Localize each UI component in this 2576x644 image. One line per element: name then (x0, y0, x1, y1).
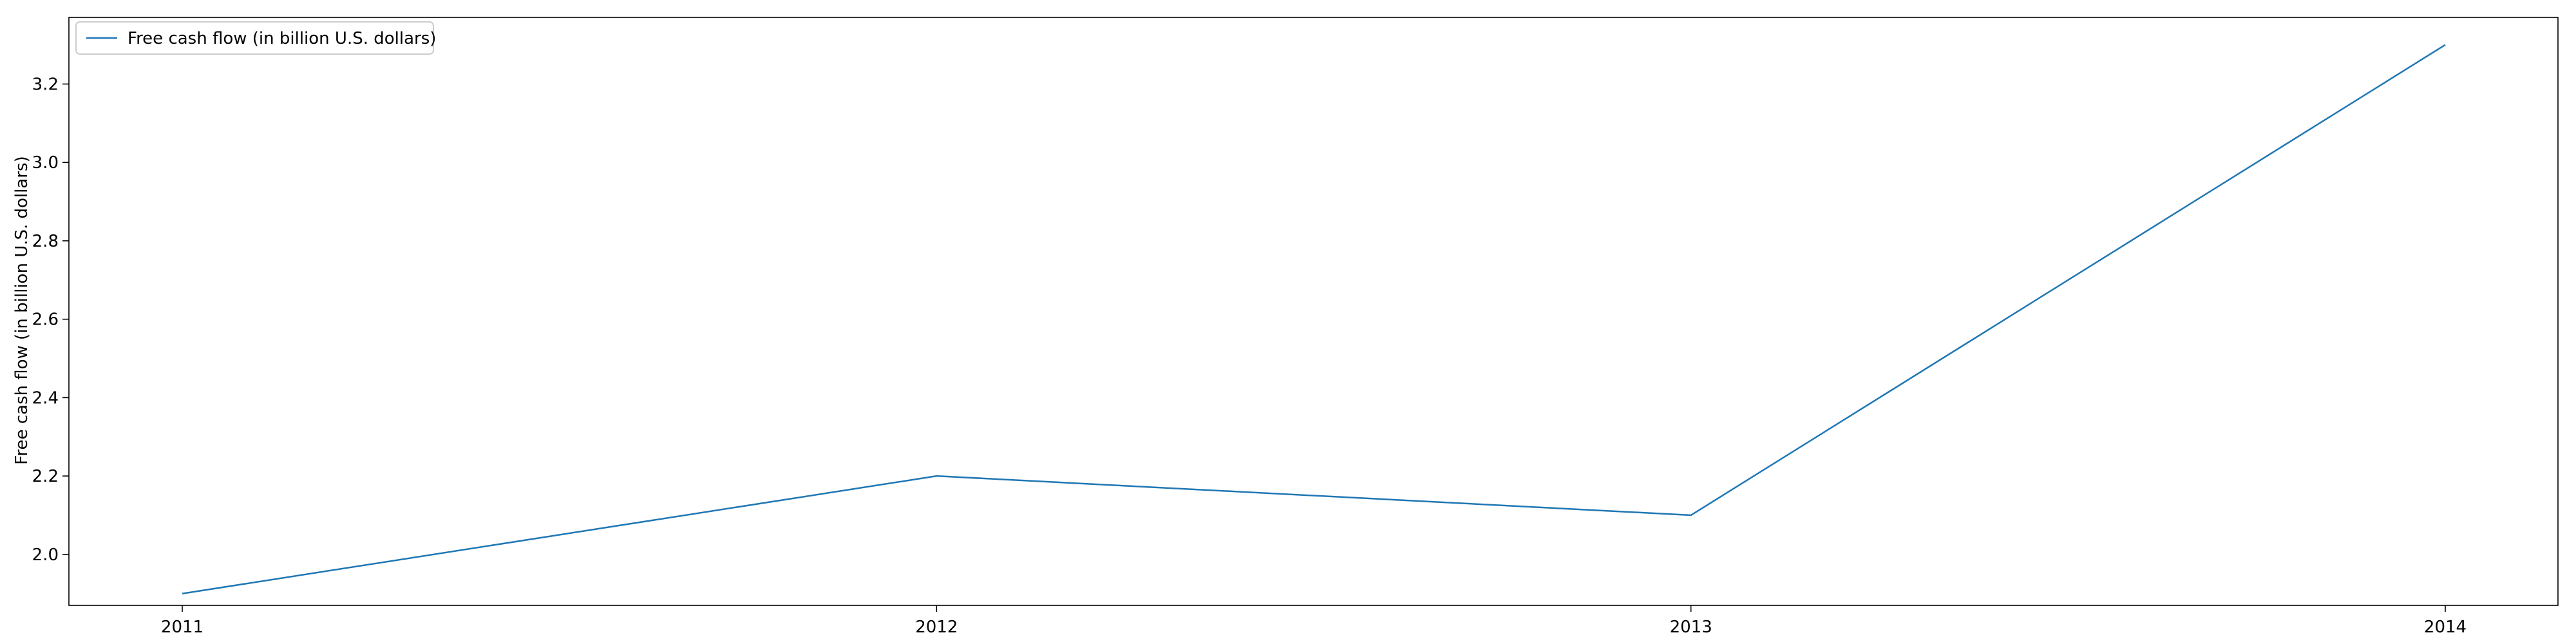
x-tick-label: 2014 (2424, 618, 2467, 637)
y-axis-label: Free cash flow (in billion U.S. dollars) (12, 156, 32, 464)
x-tick-label: 2012 (915, 618, 958, 637)
y-tick-label: 3.2 (32, 75, 59, 94)
legend-label: Free cash flow (in billion U.S. dollars) (128, 29, 436, 48)
legend: Free cash flow (in billion U.S. dollars) (75, 21, 436, 55)
y-tick-label: 2.6 (32, 310, 59, 330)
x-tick-label: 2011 (161, 618, 204, 637)
y-tick-label: 3.0 (32, 153, 59, 173)
y-tick-label: 2.4 (32, 388, 59, 408)
plot-layer: 2.0 2.2 2.4 2.6 2.8 3.0 3.2 2011 2012 2013 2014 (32, 17, 2559, 637)
series-line (182, 44, 2446, 594)
plot-frame (68, 17, 2559, 606)
y-tick-label: 2.0 (32, 545, 59, 565)
y-tick-label: 2.2 (32, 467, 59, 486)
x-tick-label: 2013 (1670, 618, 1712, 637)
y-tick-label: 2.8 (32, 232, 59, 251)
legend-box (75, 21, 434, 55)
